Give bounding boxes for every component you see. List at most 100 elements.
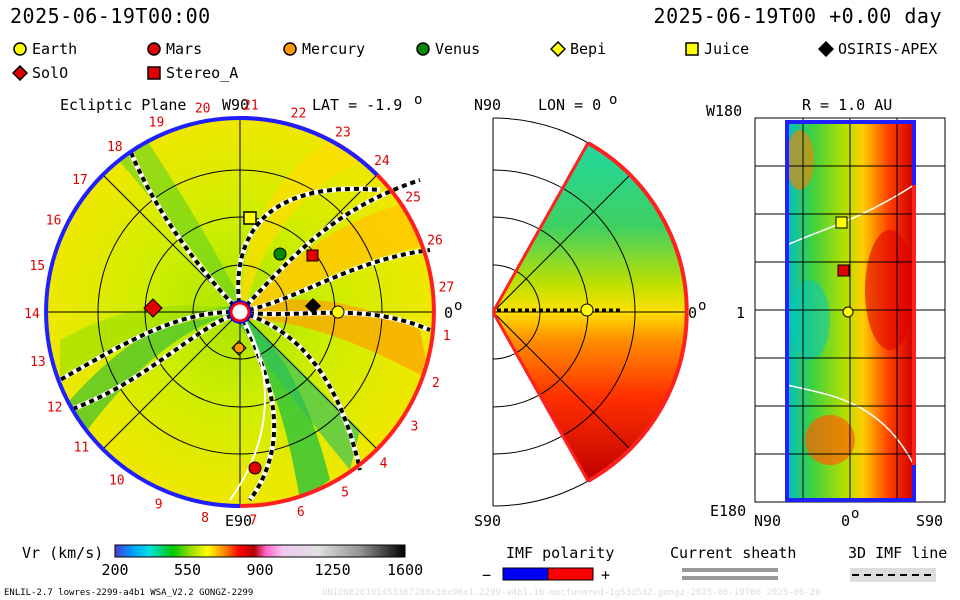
sector-number: 4 bbox=[380, 457, 388, 472]
legend-label: Mercury bbox=[302, 40, 366, 58]
ecliptic-right-label: 0 bbox=[444, 304, 454, 322]
ecliptic-ring-negative bbox=[44, 116, 241, 508]
imf-minus-label: − bbox=[482, 566, 492, 584]
circle-icon bbox=[13, 42, 27, 56]
meridional-right-label: 0 bbox=[688, 304, 698, 322]
meridional-top-label: N90 bbox=[474, 96, 502, 114]
diamond-icon bbox=[550, 41, 566, 57]
left-timestamp: 2025-06-19T00:00 bbox=[10, 4, 211, 28]
osiris-apex-marker bbox=[305, 298, 321, 314]
sector-number: 10 bbox=[109, 474, 125, 489]
legend-item-mercury: Mercury bbox=[282, 40, 365, 58]
legend-label: Mars bbox=[166, 40, 203, 58]
colorbar-tick: 900 bbox=[246, 561, 274, 579]
sector-number: 24 bbox=[374, 154, 390, 169]
sector-number: 9 bbox=[155, 498, 163, 513]
sector-number: 27 bbox=[439, 281, 455, 296]
map-top-left-label: W180 bbox=[706, 102, 743, 120]
sector-number: 21 bbox=[243, 98, 259, 113]
sector-number: 20 bbox=[195, 101, 211, 116]
sector-number: 26 bbox=[427, 234, 443, 249]
legend-label: Bepi bbox=[570, 40, 607, 58]
meridional-panel bbox=[491, 117, 689, 507]
lat-degree: o bbox=[414, 92, 423, 108]
stereo-a-marker bbox=[306, 249, 319, 262]
imf-positive-swatch bbox=[547, 567, 594, 581]
sector-number: 5 bbox=[341, 486, 349, 501]
diamond-icon bbox=[818, 41, 834, 57]
sector-number: 11 bbox=[74, 441, 90, 456]
current-sheath-swatch-top bbox=[682, 568, 778, 572]
square-icon bbox=[147, 66, 161, 80]
map-x-mid-degree: o bbox=[851, 506, 860, 522]
map-current-sheath-south bbox=[786, 384, 915, 466]
map-x-mid-label: 0 bbox=[841, 512, 851, 530]
imf-polarity-label: IMF polarity bbox=[506, 544, 615, 562]
map-mid-left-label: 1 bbox=[736, 304, 746, 322]
sector-number: 16 bbox=[46, 214, 62, 229]
ecliptic-lat-label: LAT = -1.9 bbox=[312, 96, 403, 114]
ecliptic-top-label: W90 bbox=[222, 96, 250, 114]
earth-marker bbox=[331, 305, 345, 319]
circle-icon bbox=[147, 42, 161, 56]
legend-item-mars: Mars bbox=[146, 40, 202, 58]
meridional-earth-marker bbox=[580, 303, 594, 317]
footer-run-id: UNIONE20191453367288x30x90x1.2299-a4b1.1… bbox=[322, 588, 821, 598]
sector-number: 7 bbox=[249, 514, 257, 529]
legend-item-stereo-a: Stereo_A bbox=[146, 64, 238, 82]
map-x-left-label: N90 bbox=[754, 512, 782, 530]
venus-marker bbox=[273, 247, 287, 261]
imf-negative-swatch bbox=[502, 567, 549, 581]
sector-number: 25 bbox=[405, 191, 421, 206]
map-earth-marker bbox=[842, 306, 854, 318]
legend-item-earth: Earth bbox=[12, 40, 77, 58]
sector-number: 19 bbox=[149, 116, 165, 131]
ecliptic-bottom-label: E90 bbox=[225, 512, 253, 530]
legend-item-juice: Juice bbox=[684, 40, 749, 58]
legend-label: Earth bbox=[32, 40, 78, 58]
map-r-label: R = 1.0 AU bbox=[802, 96, 893, 114]
sector-number: 1 bbox=[443, 329, 451, 344]
circle-icon bbox=[283, 42, 297, 56]
ecliptic-spacecraft bbox=[143, 211, 345, 475]
map-juice-marker bbox=[835, 216, 848, 229]
juice-marker bbox=[243, 211, 257, 225]
imf-line-label: 3D IMF line bbox=[848, 544, 948, 562]
colorbar-tick: 550 bbox=[174, 561, 202, 579]
sector-number: 13 bbox=[30, 355, 46, 370]
legend-label: Juice bbox=[704, 40, 750, 58]
sector-number: 23 bbox=[335, 125, 351, 140]
colorbar-tick: 1600 bbox=[387, 561, 424, 579]
current-sheath-swatch-bottom bbox=[682, 576, 778, 580]
solo-marker bbox=[143, 298, 163, 318]
colorbar-tick: 1250 bbox=[314, 561, 351, 579]
circle-icon bbox=[416, 42, 430, 56]
sector-number: 2 bbox=[432, 376, 440, 391]
map-bottom-left-label: E180 bbox=[710, 502, 747, 520]
sector-number: 14 bbox=[24, 307, 40, 322]
sector-number: 22 bbox=[291, 106, 307, 121]
velocity-colorbar bbox=[114, 544, 406, 558]
sector-number: 18 bbox=[107, 140, 123, 155]
footer-model-info: ENLIL-2.7 lowres-2299-a4b1 WSA_V2.2 GONG… bbox=[4, 588, 254, 598]
imf-plus-label: + bbox=[601, 566, 611, 584]
legend-label: SolO bbox=[32, 64, 69, 82]
square-icon bbox=[685, 42, 699, 56]
legend-label: OSIRIS-APEX bbox=[838, 40, 938, 58]
mercury-marker bbox=[233, 342, 245, 354]
right-timestamp: 2025-06-19T00 +0.00 day bbox=[653, 4, 942, 28]
map-x-right-label: S90 bbox=[916, 512, 944, 530]
meridional-ring bbox=[587, 141, 689, 483]
meridional-bottom-label: S90 bbox=[474, 512, 502, 530]
sun-marker bbox=[229, 301, 251, 323]
lon-degree: o bbox=[609, 92, 618, 108]
sector-number: 12 bbox=[47, 400, 63, 415]
legend-label: Venus bbox=[435, 40, 481, 58]
meridional-right-degree: o bbox=[698, 298, 707, 314]
mars-marker bbox=[248, 461, 262, 475]
legend-item-solo: SolO bbox=[12, 64, 68, 82]
ecliptic-title: Ecliptic Plane bbox=[60, 96, 187, 114]
sector-number: 6 bbox=[297, 505, 305, 520]
